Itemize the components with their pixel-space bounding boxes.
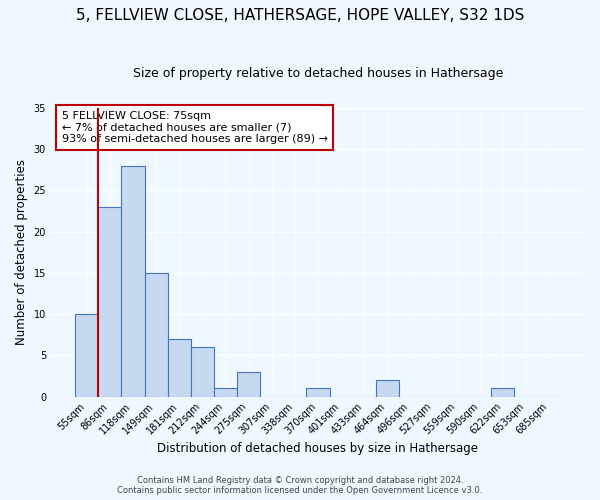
Bar (307, 388, 329, 396)
Bar (237, 372, 260, 396)
Bar (167, 339, 191, 396)
X-axis label: Distribution of detached houses by size in Hathersage: Distribution of detached houses by size … (157, 442, 478, 455)
Bar (214, 388, 237, 396)
Title: Size of property relative to detached houses in Hathersage: Size of property relative to detached ho… (133, 68, 503, 80)
Text: Contains HM Land Registry data © Crown copyright and database right 2024.
Contai: Contains HM Land Registry data © Crown c… (118, 476, 482, 495)
Bar (75, 314, 98, 396)
Bar (191, 347, 214, 397)
Bar (491, 388, 514, 396)
Bar (376, 380, 399, 396)
Y-axis label: Number of detached properties: Number of detached properties (15, 160, 28, 346)
Text: 5 FELLVIEW CLOSE: 75sqm
← 7% of detached houses are smaller (7)
93% of semi-deta: 5 FELLVIEW CLOSE: 75sqm ← 7% of detached… (62, 111, 328, 144)
Bar (121, 166, 145, 396)
Text: 5, FELLVIEW CLOSE, HATHERSAGE, HOPE VALLEY, S32 1DS: 5, FELLVIEW CLOSE, HATHERSAGE, HOPE VALL… (76, 8, 524, 22)
Bar (145, 273, 167, 396)
Bar (98, 207, 121, 396)
